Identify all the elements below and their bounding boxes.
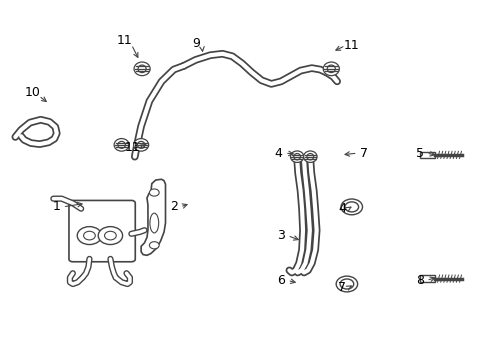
Polygon shape bbox=[141, 179, 165, 255]
Circle shape bbox=[83, 231, 95, 240]
Text: 7: 7 bbox=[359, 147, 367, 159]
Circle shape bbox=[149, 189, 159, 196]
Text: 3: 3 bbox=[277, 229, 285, 242]
Text: 5: 5 bbox=[415, 147, 423, 159]
FancyBboxPatch shape bbox=[419, 152, 434, 158]
Text: 2: 2 bbox=[169, 201, 177, 213]
Text: 9: 9 bbox=[191, 37, 199, 50]
Ellipse shape bbox=[326, 65, 335, 73]
Ellipse shape bbox=[303, 151, 316, 162]
Circle shape bbox=[149, 242, 159, 249]
Ellipse shape bbox=[118, 141, 125, 148]
Text: 4: 4 bbox=[337, 202, 345, 215]
Text: 11: 11 bbox=[124, 141, 140, 154]
Ellipse shape bbox=[150, 213, 158, 233]
Ellipse shape bbox=[290, 151, 303, 162]
Text: 7: 7 bbox=[337, 281, 346, 294]
Text: 4: 4 bbox=[274, 147, 282, 159]
Ellipse shape bbox=[306, 153, 313, 160]
Ellipse shape bbox=[323, 62, 339, 76]
Text: 10: 10 bbox=[24, 86, 40, 99]
Ellipse shape bbox=[134, 62, 150, 76]
Ellipse shape bbox=[133, 139, 148, 151]
Ellipse shape bbox=[138, 65, 146, 73]
Circle shape bbox=[339, 279, 353, 289]
Circle shape bbox=[335, 276, 357, 292]
Circle shape bbox=[344, 202, 358, 212]
Circle shape bbox=[340, 199, 362, 215]
Text: 1: 1 bbox=[53, 201, 61, 213]
Text: 6: 6 bbox=[277, 274, 285, 287]
Circle shape bbox=[104, 231, 116, 240]
FancyBboxPatch shape bbox=[69, 201, 135, 262]
Circle shape bbox=[98, 226, 122, 244]
Text: 8: 8 bbox=[415, 274, 423, 287]
Ellipse shape bbox=[293, 153, 300, 160]
Ellipse shape bbox=[137, 141, 144, 148]
Text: 11: 11 bbox=[117, 33, 133, 47]
FancyBboxPatch shape bbox=[419, 275, 434, 282]
Ellipse shape bbox=[114, 139, 129, 151]
Text: 11: 11 bbox=[343, 39, 359, 52]
Circle shape bbox=[77, 226, 102, 244]
